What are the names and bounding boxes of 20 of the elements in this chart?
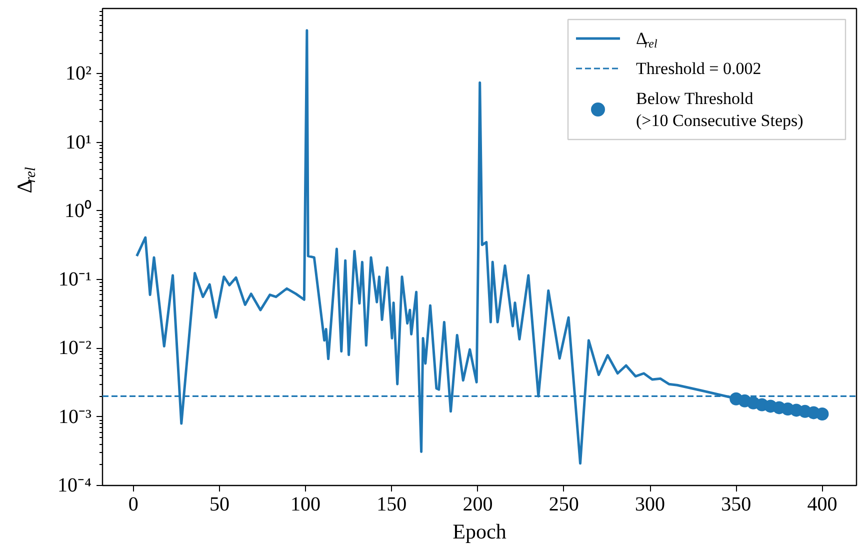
y-tick-label: 10⁰ [64,198,92,222]
y-tick-label: 10⁻⁴ [58,474,92,496]
y-tick-label: 10⁻² [58,337,92,360]
y-tick-label: 10² [66,62,92,85]
x-tick-label: 300 [635,494,666,516]
x-axis-title: Epoch [452,520,507,544]
x-tick-label: 0 [128,494,138,516]
legend-label: Threshold = 0.002 [636,59,762,78]
x-tick-label: 200 [462,494,493,516]
x-tick-label: 250 [548,494,579,516]
x-tick-label: 350 [721,494,752,516]
x-tick-label: 400 [807,494,838,516]
y-tick-label: 10¹ [66,131,92,154]
y-tick-label: 10⁻¹ [58,268,92,291]
x-tick-label: 100 [290,494,321,516]
y-axis-title: Δrel [12,166,39,194]
y-tick-label: 10⁻³ [58,406,92,428]
legend-label: Below Threshold (>10 Consecutive Steps) [636,89,804,130]
x-tick-label: 150 [376,494,407,516]
x-tick-label: 50 [209,494,230,516]
